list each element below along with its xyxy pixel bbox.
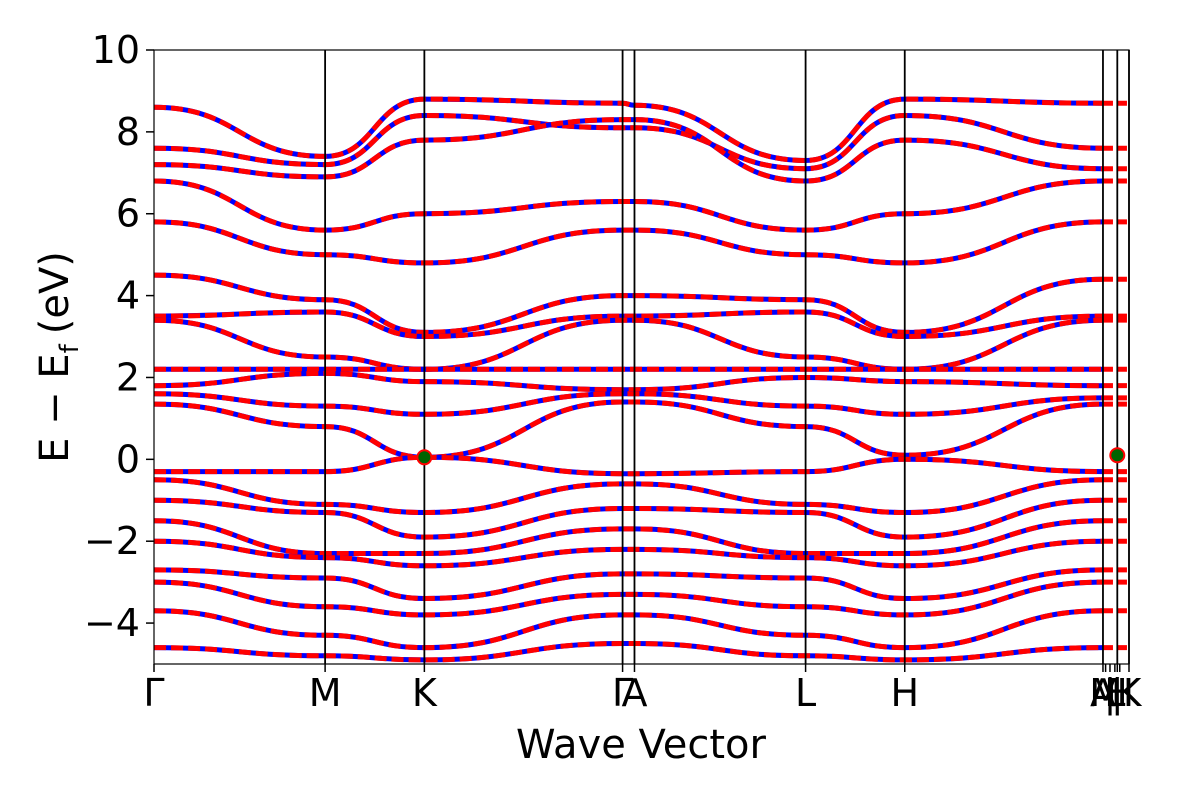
y-axis-label: E − Ef (eV) [32, 251, 85, 463]
band-1-red [154, 96, 1104, 164]
band-7-red [154, 309, 1104, 340]
y-tick-label: −4 [84, 601, 140, 645]
y-tick-label: 10 [92, 28, 140, 72]
plot-frame [153, 49, 1130, 665]
x-tick-label: | [1104, 671, 1117, 716]
x-tick-label: M [309, 671, 342, 715]
x-tick-label: M [1089, 671, 1122, 715]
dirac-point-marker-2 [1109, 447, 1126, 464]
x-tick-label: L [1104, 671, 1125, 715]
x-tick-label: A [621, 671, 647, 715]
y-tick-label: 2 [116, 355, 140, 399]
x-axis-label: Wave Vector [516, 722, 767, 768]
x-tick-label: K [412, 671, 438, 715]
band-4-blue [154, 178, 1104, 233]
y-axis-label-subscript: f [55, 343, 85, 353]
y-tick-label: 8 [116, 110, 140, 154]
dirac-point-marker-1 [416, 449, 433, 466]
x-tick-label: L [795, 671, 816, 715]
band-6-blue [154, 272, 1104, 335]
y-axis-label-unit: (eV) [32, 251, 78, 334]
y-axis-label-main: E − E [32, 353, 78, 463]
y-tick-label: 0 [116, 437, 140, 481]
band-15-red [154, 497, 1104, 540]
x-tick-label: | [1111, 671, 1124, 716]
x-tick-label: Γ [143, 671, 164, 715]
y-ticks: 10 8 6 4 2 0 −2 −4 [84, 28, 154, 645]
band-19-blue [154, 579, 1104, 618]
x-tick-label: Γ [612, 671, 633, 715]
band-12-red [154, 399, 1104, 460]
x-tick-label: H [1105, 671, 1134, 715]
y-tick-label: 4 [116, 274, 140, 318]
x-ticks: Γ M K ΓA L H AM|L|HK [143, 664, 1143, 716]
x-tick-label: K [1117, 671, 1143, 715]
y-tick-label: −2 [84, 519, 140, 563]
x-tick-label: A [1090, 671, 1116, 715]
y-tick-label: 6 [116, 192, 140, 236]
band-13-red [154, 454, 1104, 477]
high-symmetry-lines [324, 50, 1130, 664]
x-tick-label: H [890, 671, 919, 715]
bands-layer [154, 96, 1129, 663]
band-20-red [154, 608, 1104, 651]
band-4-red [154, 178, 1104, 233]
dirac-markers [416, 447, 1126, 466]
